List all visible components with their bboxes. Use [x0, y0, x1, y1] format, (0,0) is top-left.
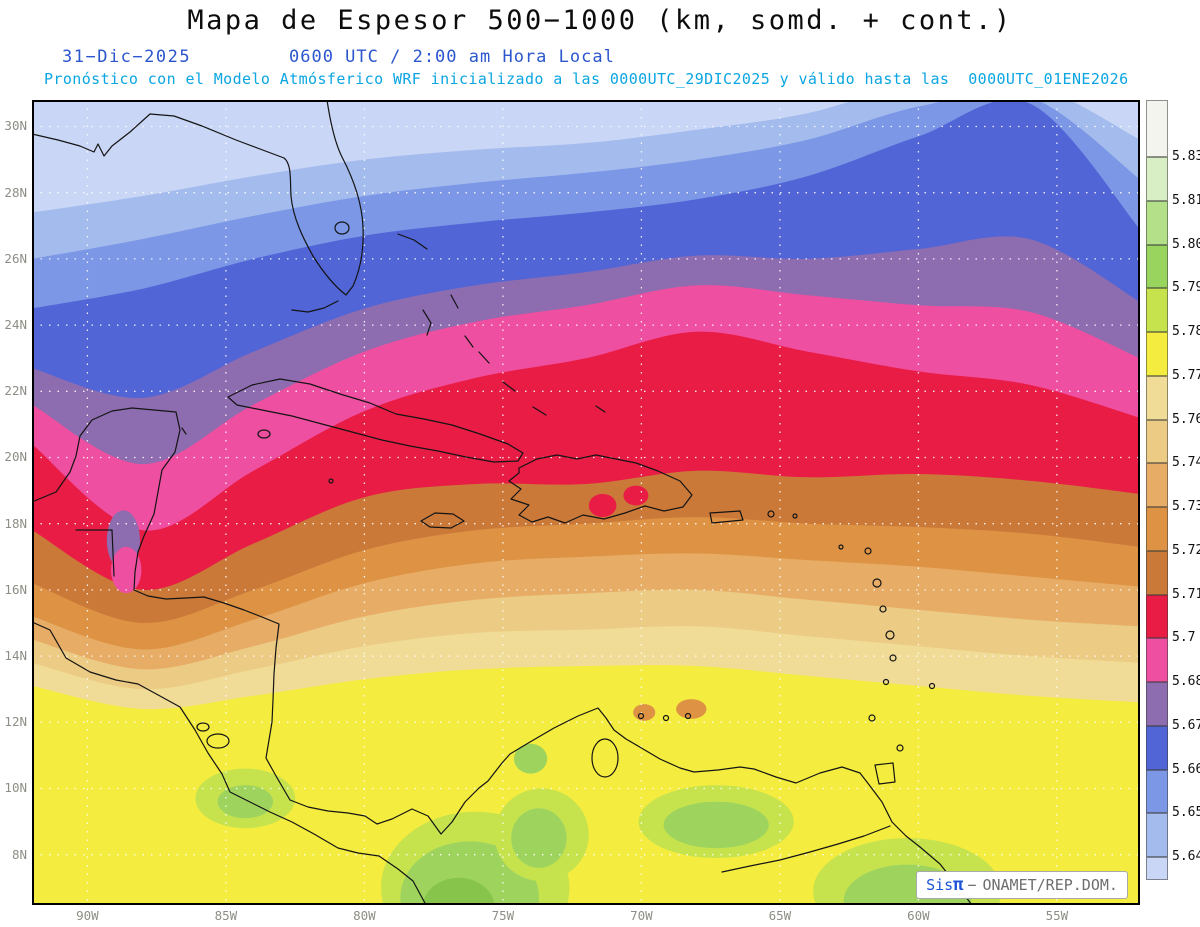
- lat-tick-label: 26N: [4, 250, 27, 266]
- lon-tick-label: 55W: [1045, 908, 1069, 923]
- brand-sis-label: Sis: [926, 876, 954, 894]
- colorbar-swatch: [1146, 157, 1168, 201]
- colorbar-tick-label: 5.712: [1172, 586, 1200, 602]
- lat-tick-label: 22N: [4, 383, 27, 399]
- colorbar-tick-label: 5.64: [1172, 849, 1200, 864]
- colorbar-swatch: [1146, 813, 1168, 857]
- lat-tick-label: 30N: [4, 118, 27, 134]
- colorbar-swatch: [1146, 682, 1168, 726]
- lon-tick-label: 65W: [768, 908, 792, 923]
- valid-date-label: 31−Dic−2025: [62, 47, 192, 67]
- colorbar-swatch: [1146, 638, 1168, 682]
- colorbar-tick-label: 5.76: [1172, 411, 1200, 427]
- colorbar-tick-label: 5.831: [1172, 149, 1200, 164]
- colorbar-tick-label: 5.736: [1172, 499, 1200, 514]
- valid-time-label: 0600 UTC / 2:00 am Hora Local: [289, 47, 615, 67]
- colorbar-tick-label: 5.807: [1172, 236, 1200, 252]
- lon-tick-label: 90W: [76, 908, 99, 923]
- brand-org-label: ONAMET/REP.DOM.: [982, 876, 1118, 894]
- lat-tick-label: 8N: [11, 846, 27, 862]
- lon-tick-label: 60W: [907, 908, 930, 923]
- lat-tick-label: 20N: [4, 449, 27, 465]
- contour-bands: [32, 100, 1140, 905]
- colorbar-tick-label: 5.688: [1172, 674, 1200, 689]
- coastlines: [32, 100, 973, 905]
- colorbar-tick-label: 5.7: [1172, 630, 1196, 646]
- colorbar-swatch: [1146, 200, 1168, 245]
- contour-map-svg: [32, 100, 1140, 905]
- colorbar-swatch: [1146, 332, 1168, 376]
- colorbar-swatch: [1146, 857, 1168, 880]
- lat-tick-label: 18N: [4, 515, 27, 531]
- colorbar-swatch: [1146, 594, 1168, 639]
- lon-tick-label: 85W: [214, 908, 238, 923]
- map-area: [32, 100, 1140, 905]
- colorbar-tick-label: 5.724: [1172, 542, 1200, 558]
- colorbar-swatch: [1146, 769, 1168, 814]
- lat-tick-label: 10N: [4, 780, 27, 796]
- lon-tick-label: 70W: [630, 908, 653, 923]
- colorbar-scale-labels: 5.831 5.819 5.807 5.795 5.783 5.772 5.76 5.748 5…: [1172, 0, 1200, 927]
- colorbar-tick-label: 5.676: [1172, 717, 1200, 733]
- brand-badge: Sis π − ONAMET/REP.DOM.: [916, 871, 1128, 899]
- lat-tick-label: 12N: [4, 714, 27, 730]
- colorbar-swatch: [1146, 244, 1168, 289]
- colorbar: [1146, 0, 1168, 927]
- lat-tick-label: 16N: [4, 581, 27, 597]
- colorbar-swatch: [1146, 419, 1168, 464]
- forecast-init-line: Pronóstico con el Modelo Atmósferico WRF…: [44, 70, 1129, 88]
- lat-tick-label: 24N: [4, 317, 27, 333]
- colorbar-tick-label: 5.819: [1172, 192, 1200, 208]
- colorbar-swatch: [1146, 725, 1168, 770]
- colorbar-tick-label: 5.652: [1172, 805, 1200, 821]
- page-title: Mapa de Espesor 500−1000 (km, somd. + co…: [187, 5, 1013, 36]
- colorbar-tick-label: 5.664: [1172, 761, 1200, 777]
- lon-tick-label: 75W: [491, 908, 515, 923]
- colorbar-swatch: [1146, 463, 1168, 507]
- colorbar-tick-label: 5.783: [1172, 324, 1200, 339]
- colorbar-swatch: [1146, 507, 1168, 551]
- brand-separator: −: [967, 876, 977, 894]
- lon-tick-label: 80W: [353, 908, 376, 923]
- colorbar-swatch: [1146, 550, 1168, 595]
- pi-icon: π: [953, 875, 964, 895]
- colorbar-swatch: [1146, 100, 1168, 157]
- colorbar-swatch: [1146, 288, 1168, 332]
- map-frame: [32, 100, 1140, 905]
- colorbar-tick-label: 5.772: [1172, 367, 1200, 383]
- lat-tick-label: 14N: [4, 648, 27, 664]
- colorbar-swatch: [1146, 375, 1168, 420]
- colorbar-tick-label: 5.748: [1172, 455, 1200, 471]
- colorbar-tick-label: 5.795: [1172, 280, 1200, 296]
- lat-tick-label: 28N: [4, 184, 27, 200]
